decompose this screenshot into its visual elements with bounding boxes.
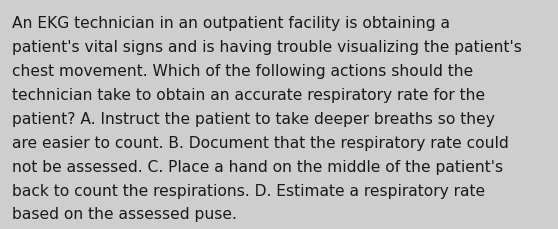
Text: based on the assessed puse.: based on the assessed puse. (12, 207, 237, 221)
Text: An EKG technician in an outpatient facility is obtaining a: An EKG technician in an outpatient facil… (12, 16, 450, 31)
Text: patient's vital signs and is having trouble visualizing the patient's: patient's vital signs and is having trou… (12, 40, 522, 55)
Text: are easier to count. B. Document that the respiratory rate could: are easier to count. B. Document that th… (12, 135, 509, 150)
Text: technician take to obtain an accurate respiratory rate for the: technician take to obtain an accurate re… (12, 87, 485, 102)
Text: patient? A. Instruct the patient to take deeper breaths so they: patient? A. Instruct the patient to take… (12, 111, 495, 126)
Text: not be assessed. C. Place a hand on the middle of the patient's: not be assessed. C. Place a hand on the … (12, 159, 503, 174)
Text: chest movement. Which of the following actions should the: chest movement. Which of the following a… (12, 64, 474, 79)
Text: back to count the respirations. D. Estimate a respiratory rate: back to count the respirations. D. Estim… (12, 183, 485, 198)
